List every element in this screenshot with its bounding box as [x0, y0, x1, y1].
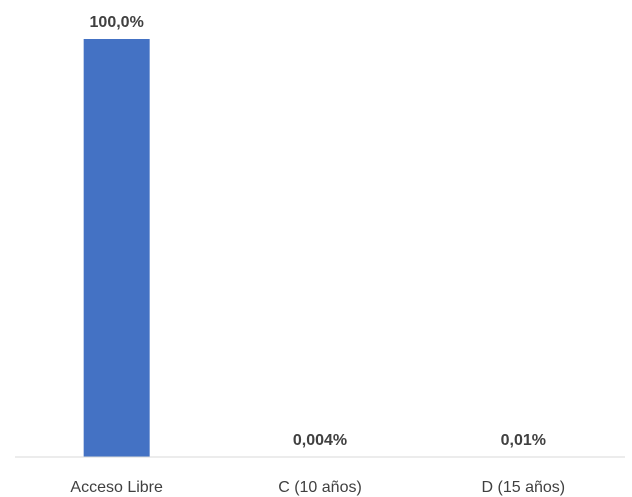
x-tick-label: D (15 años) [482, 479, 566, 496]
value-label: 0,004% [293, 432, 347, 449]
x-tick-label: Acceso Libre [70, 479, 163, 496]
x-tick-label: C (10 años) [278, 479, 362, 496]
bar [83, 39, 150, 457]
value-label: 100,0% [90, 14, 144, 31]
value-label: 0,01% [501, 432, 546, 449]
